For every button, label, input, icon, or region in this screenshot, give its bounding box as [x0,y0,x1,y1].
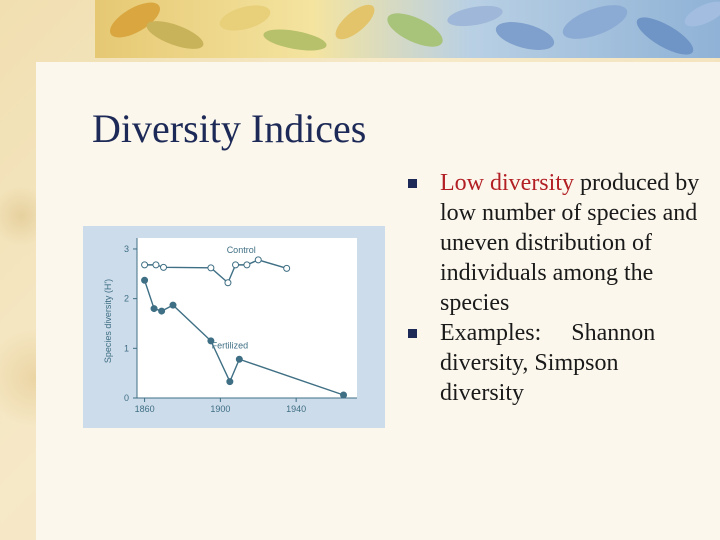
bullet-low-diversity: Low diversity produced by low number of … [408,168,708,318]
diversity-chart: 0 1 2 3 1860 1900 1940 Species diversity (H') Co… [83,226,385,428]
series-label-fertilized: Fertilized [212,340,249,350]
data-point-control [224,279,232,287]
data-point-control [283,264,291,272]
y-tick-label: 1 [124,343,129,353]
data-point-fertilized [340,391,348,399]
data-point-control [160,263,168,271]
bullet-list: Low diversity produced by low number of … [408,168,708,408]
bullet-marker-icon [408,179,417,188]
y-tick-label: 3 [124,244,129,254]
bullet-lead: Low diversity [440,170,574,196]
data-point-fertilized [150,305,158,313]
data-point-fertilized [169,301,177,309]
data-point-control [207,264,215,272]
data-point-control [141,261,149,269]
data-point-fertilized [158,307,166,315]
bullet-examples: Examples: Shannon diversity, Simpson div… [408,318,708,408]
series-label-control: Control [227,245,256,255]
y-tick-label: 0 [124,393,129,403]
leaf-banner-art [95,0,720,58]
data-point-control [254,256,262,264]
x-tick-label: 1940 [286,404,306,414]
x-tick-label: 1900 [210,404,230,414]
bullet-text: produced by low number of species and un… [440,170,700,316]
data-point-fertilized [141,276,149,284]
bullet-marker-icon [408,329,417,338]
y-tick-label: 2 [124,294,129,304]
leaf-banner [95,0,720,58]
data-point-fertilized [207,337,215,345]
data-point-fertilized [235,355,243,363]
diversity-chart-svg: 0 1 2 3 1860 1900 1940 Species diversity (H') Co… [103,238,357,414]
data-point-control [232,261,240,269]
data-point-control [243,261,251,269]
bullet-text: Examples: Shannon diversity, Simpson div… [440,320,662,406]
slide-title: Diversity Indices [92,106,367,151]
data-point-fertilized [226,378,234,386]
x-tick-label: 1860 [135,404,155,414]
y-axis-label: Species diversity (H') [103,279,113,363]
data-point-control [152,261,160,269]
